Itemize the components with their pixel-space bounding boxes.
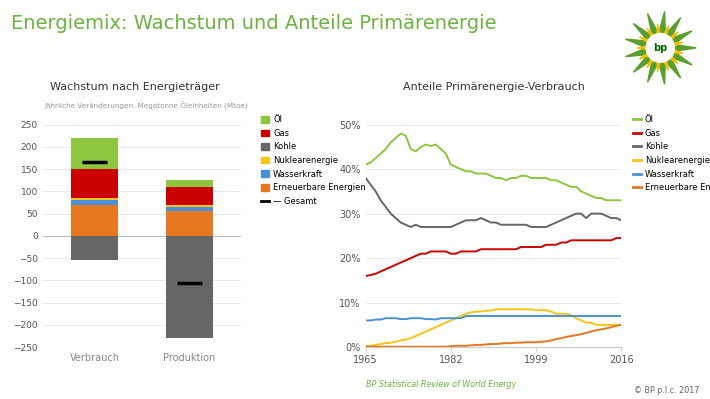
Bar: [71, 236, 119, 261]
Polygon shape: [640, 37, 660, 48]
Polygon shape: [660, 31, 692, 48]
Bar: [71, 138, 119, 169]
Legend: Öl, Gas, Kohle, Nuklearenergie, Wasserkraft, Erneuerbare Energien: Öl, Gas, Kohle, Nuklearenergie, Wasserkr…: [633, 115, 710, 192]
Polygon shape: [648, 14, 660, 48]
Text: Wachstum nach Energieträger: Wachstum nach Energieträger: [50, 82, 220, 92]
Bar: [165, 180, 213, 187]
Polygon shape: [633, 48, 660, 72]
Polygon shape: [659, 12, 665, 48]
Polygon shape: [647, 48, 660, 67]
Polygon shape: [657, 24, 662, 48]
Polygon shape: [660, 42, 683, 48]
Polygon shape: [660, 32, 678, 48]
Polygon shape: [660, 48, 681, 78]
Polygon shape: [637, 45, 660, 50]
Polygon shape: [660, 48, 678, 64]
Polygon shape: [626, 48, 660, 57]
Polygon shape: [660, 48, 683, 53]
Bar: [71, 200, 119, 205]
Text: Energiemix: Wachstum und Anteile Primärenergie: Energiemix: Wachstum und Anteile Primäre…: [11, 14, 496, 33]
Polygon shape: [648, 48, 660, 82]
Text: Anteile Primärenergie-Verbrauch: Anteile Primärenergie-Verbrauch: [403, 82, 584, 92]
Bar: [165, 207, 213, 211]
Text: Jährliche Veränderungen, Megatonne Öleinheiten (Mtoe): Jährliche Veränderungen, Megatonne Ölein…: [45, 102, 248, 110]
Polygon shape: [660, 48, 692, 65]
Polygon shape: [660, 26, 669, 48]
Legend: Öl, Gas, Kohle, Nuklearenergie, Wasserkraft, Erneuerbare Energien, — Gesamt: Öl, Gas, Kohle, Nuklearenergie, Wasserkr…: [261, 115, 366, 206]
Polygon shape: [660, 18, 681, 48]
Polygon shape: [626, 39, 660, 48]
Circle shape: [646, 34, 674, 62]
Polygon shape: [633, 24, 660, 48]
Bar: [165, 205, 213, 207]
Text: bp: bp: [653, 43, 667, 53]
Polygon shape: [659, 48, 665, 84]
Bar: [71, 169, 119, 198]
Polygon shape: [660, 44, 697, 51]
Polygon shape: [657, 48, 662, 72]
Bar: [165, 236, 213, 338]
Polygon shape: [660, 48, 669, 70]
Bar: [165, 187, 213, 205]
Text: BP Statistical Review of World Energy: BP Statistical Review of World Energy: [366, 379, 516, 389]
Polygon shape: [647, 28, 660, 48]
Polygon shape: [640, 48, 660, 59]
Text: © BP p.l.c. 2017: © BP p.l.c. 2017: [634, 386, 699, 395]
Bar: [71, 198, 119, 200]
Bar: [71, 205, 119, 236]
Bar: [165, 211, 213, 236]
